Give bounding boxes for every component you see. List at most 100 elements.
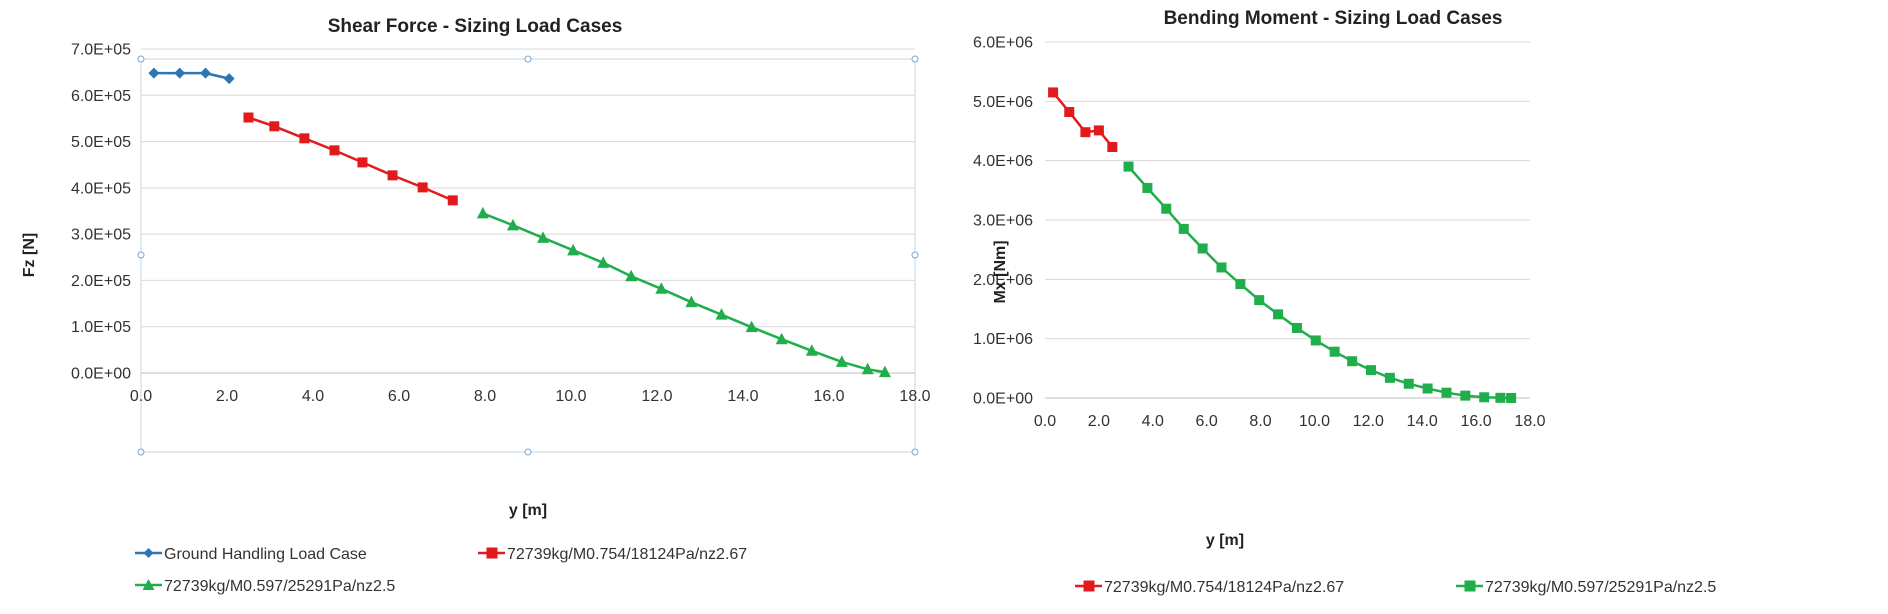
y-tick-label: 6.0E+06 [973, 35, 1033, 52]
data-point [775, 332, 788, 345]
bending-moment-chart: Bending Moment - Sizing Load Cases 0.0E+… [973, 8, 1716, 596]
y-tick-label: 5.0E+05 [71, 134, 131, 151]
data-point [835, 355, 848, 367]
legend-label: 72739kg/M0.754/18124Pa/nz2.67 [507, 546, 747, 563]
legend-item-ground-handling: Ground Handling Load Case [135, 546, 367, 563]
y-tick-label: 2.0E+06 [973, 272, 1033, 289]
data-point [357, 157, 368, 168]
data-point [200, 67, 211, 79]
legend-square-marker [1083, 580, 1095, 592]
data-point [1422, 383, 1433, 394]
y-tick-label: 3.0E+06 [973, 213, 1033, 230]
data-point [1291, 322, 1302, 333]
resize-handle[interactable] [524, 448, 532, 456]
x-tick-label: 10.0 [1299, 413, 1330, 430]
x-tick-label: 16.0 [813, 388, 844, 405]
legend-label: 72739kg/M0.754/18124Pa/nz2.67 [1104, 579, 1344, 596]
x-axis-label: y [m] [1206, 532, 1244, 549]
data-point [537, 231, 550, 243]
y-axis-label: Fz [N] [21, 233, 38, 277]
data-point [1310, 335, 1321, 346]
resize-handle[interactable] [137, 55, 145, 63]
data-point [1254, 295, 1265, 306]
data-point [506, 218, 519, 231]
series-line [248, 116, 454, 202]
data-point [1495, 392, 1506, 403]
legend-diamond-marker [143, 548, 154, 558]
x-tick-label: 4.0 [1142, 413, 1164, 430]
data-point [1161, 203, 1172, 214]
data-point [1197, 243, 1208, 254]
y-tick-label: 7.0E+05 [71, 42, 131, 59]
legend: 72739kg/M0.754/18124Pa/nz2.67 72739kg/M0… [1075, 579, 1716, 596]
legend-label: 72739kg/M0.597/25291Pa/nz2.5 [1485, 579, 1716, 596]
data-point [1506, 393, 1517, 403]
data-point [417, 182, 428, 193]
x-tick-labels: 0.0 2.0 4.0 6.0 8.0 10.0 12.0 14.0 16.0 18.0 [1034, 413, 1546, 430]
y-tick-labels: 0.0E+00 1.0E+06 2.0E+06 3.0E+06 4.0E+06 5.0E+… [973, 35, 1033, 408]
data-point [625, 269, 638, 282]
y-tick-label: 5.0E+06 [973, 94, 1033, 111]
gridlines [141, 48, 915, 374]
series-line [1052, 91, 1114, 148]
data-series [243, 112, 458, 206]
x-tick-label: 8.0 [1249, 413, 1271, 430]
resize-handle[interactable] [911, 448, 919, 456]
data-point [878, 365, 891, 378]
data-point [1235, 279, 1246, 290]
series-group [148, 67, 891, 378]
data-point [447, 195, 458, 206]
resize-handle[interactable] [911, 251, 919, 259]
data-point [1080, 127, 1091, 138]
y-tick-label: 3.0E+05 [71, 227, 131, 244]
gridlines [1045, 41, 1530, 399]
y-axis-label: Mx [Nm] [992, 240, 1009, 303]
resize-handle[interactable] [137, 251, 145, 259]
x-tick-label: 8.0 [474, 388, 496, 405]
data-point [745, 320, 758, 333]
y-tick-label: 4.0E+05 [71, 180, 131, 197]
data-point [329, 145, 340, 156]
x-axis-label: y [m] [509, 502, 547, 519]
y-tick-label: 6.0E+05 [71, 88, 131, 105]
data-point [805, 344, 818, 356]
data-point [148, 67, 160, 79]
data-series [148, 67, 235, 85]
x-tick-label: 0.0 [1034, 413, 1056, 430]
data-point [1048, 87, 1059, 98]
legend-square-marker [1464, 580, 1476, 592]
data-point [1441, 387, 1452, 398]
data-point [1142, 182, 1153, 193]
legend-label: Ground Handling Load Case [164, 546, 367, 563]
series-line [1127, 165, 1512, 400]
x-tick-labels: 0.0 2.0 4.0 6.0 8.0 10.0 12.0 14.0 16.0 18.0 [130, 388, 931, 405]
resize-handle[interactable] [524, 55, 532, 63]
data-series [476, 206, 891, 378]
data-point [1460, 390, 1471, 401]
x-tick-label: 12.0 [1353, 413, 1384, 430]
x-tick-label: 14.0 [1407, 413, 1438, 430]
x-tick-label: 12.0 [641, 388, 672, 405]
data-point [715, 308, 728, 320]
chart-area-frame [140, 58, 916, 453]
shear-force-chart: Shear Force - Sizing Load Cases 0.0E+00 1… [21, 16, 931, 595]
data-point [1064, 107, 1075, 118]
data-point [476, 206, 489, 219]
data-point [387, 170, 398, 181]
x-tick-label: 18.0 [1514, 413, 1545, 430]
data-point [299, 133, 310, 144]
legend: Ground Handling Load Case 72739kg/M0.754… [135, 546, 747, 595]
chart-title: Bending Moment - Sizing Load Cases [1164, 8, 1503, 29]
y-tick-label: 1.0E+05 [71, 319, 131, 336]
data-point [685, 295, 698, 308]
data-point [655, 282, 668, 294]
data-point [567, 243, 580, 256]
resize-handle[interactable] [137, 448, 145, 456]
data-point [223, 73, 235, 85]
resize-handle[interactable] [911, 55, 919, 63]
legend-triangle-marker [142, 579, 155, 590]
data-point [1329, 346, 1340, 357]
data-series [1123, 161, 1517, 403]
